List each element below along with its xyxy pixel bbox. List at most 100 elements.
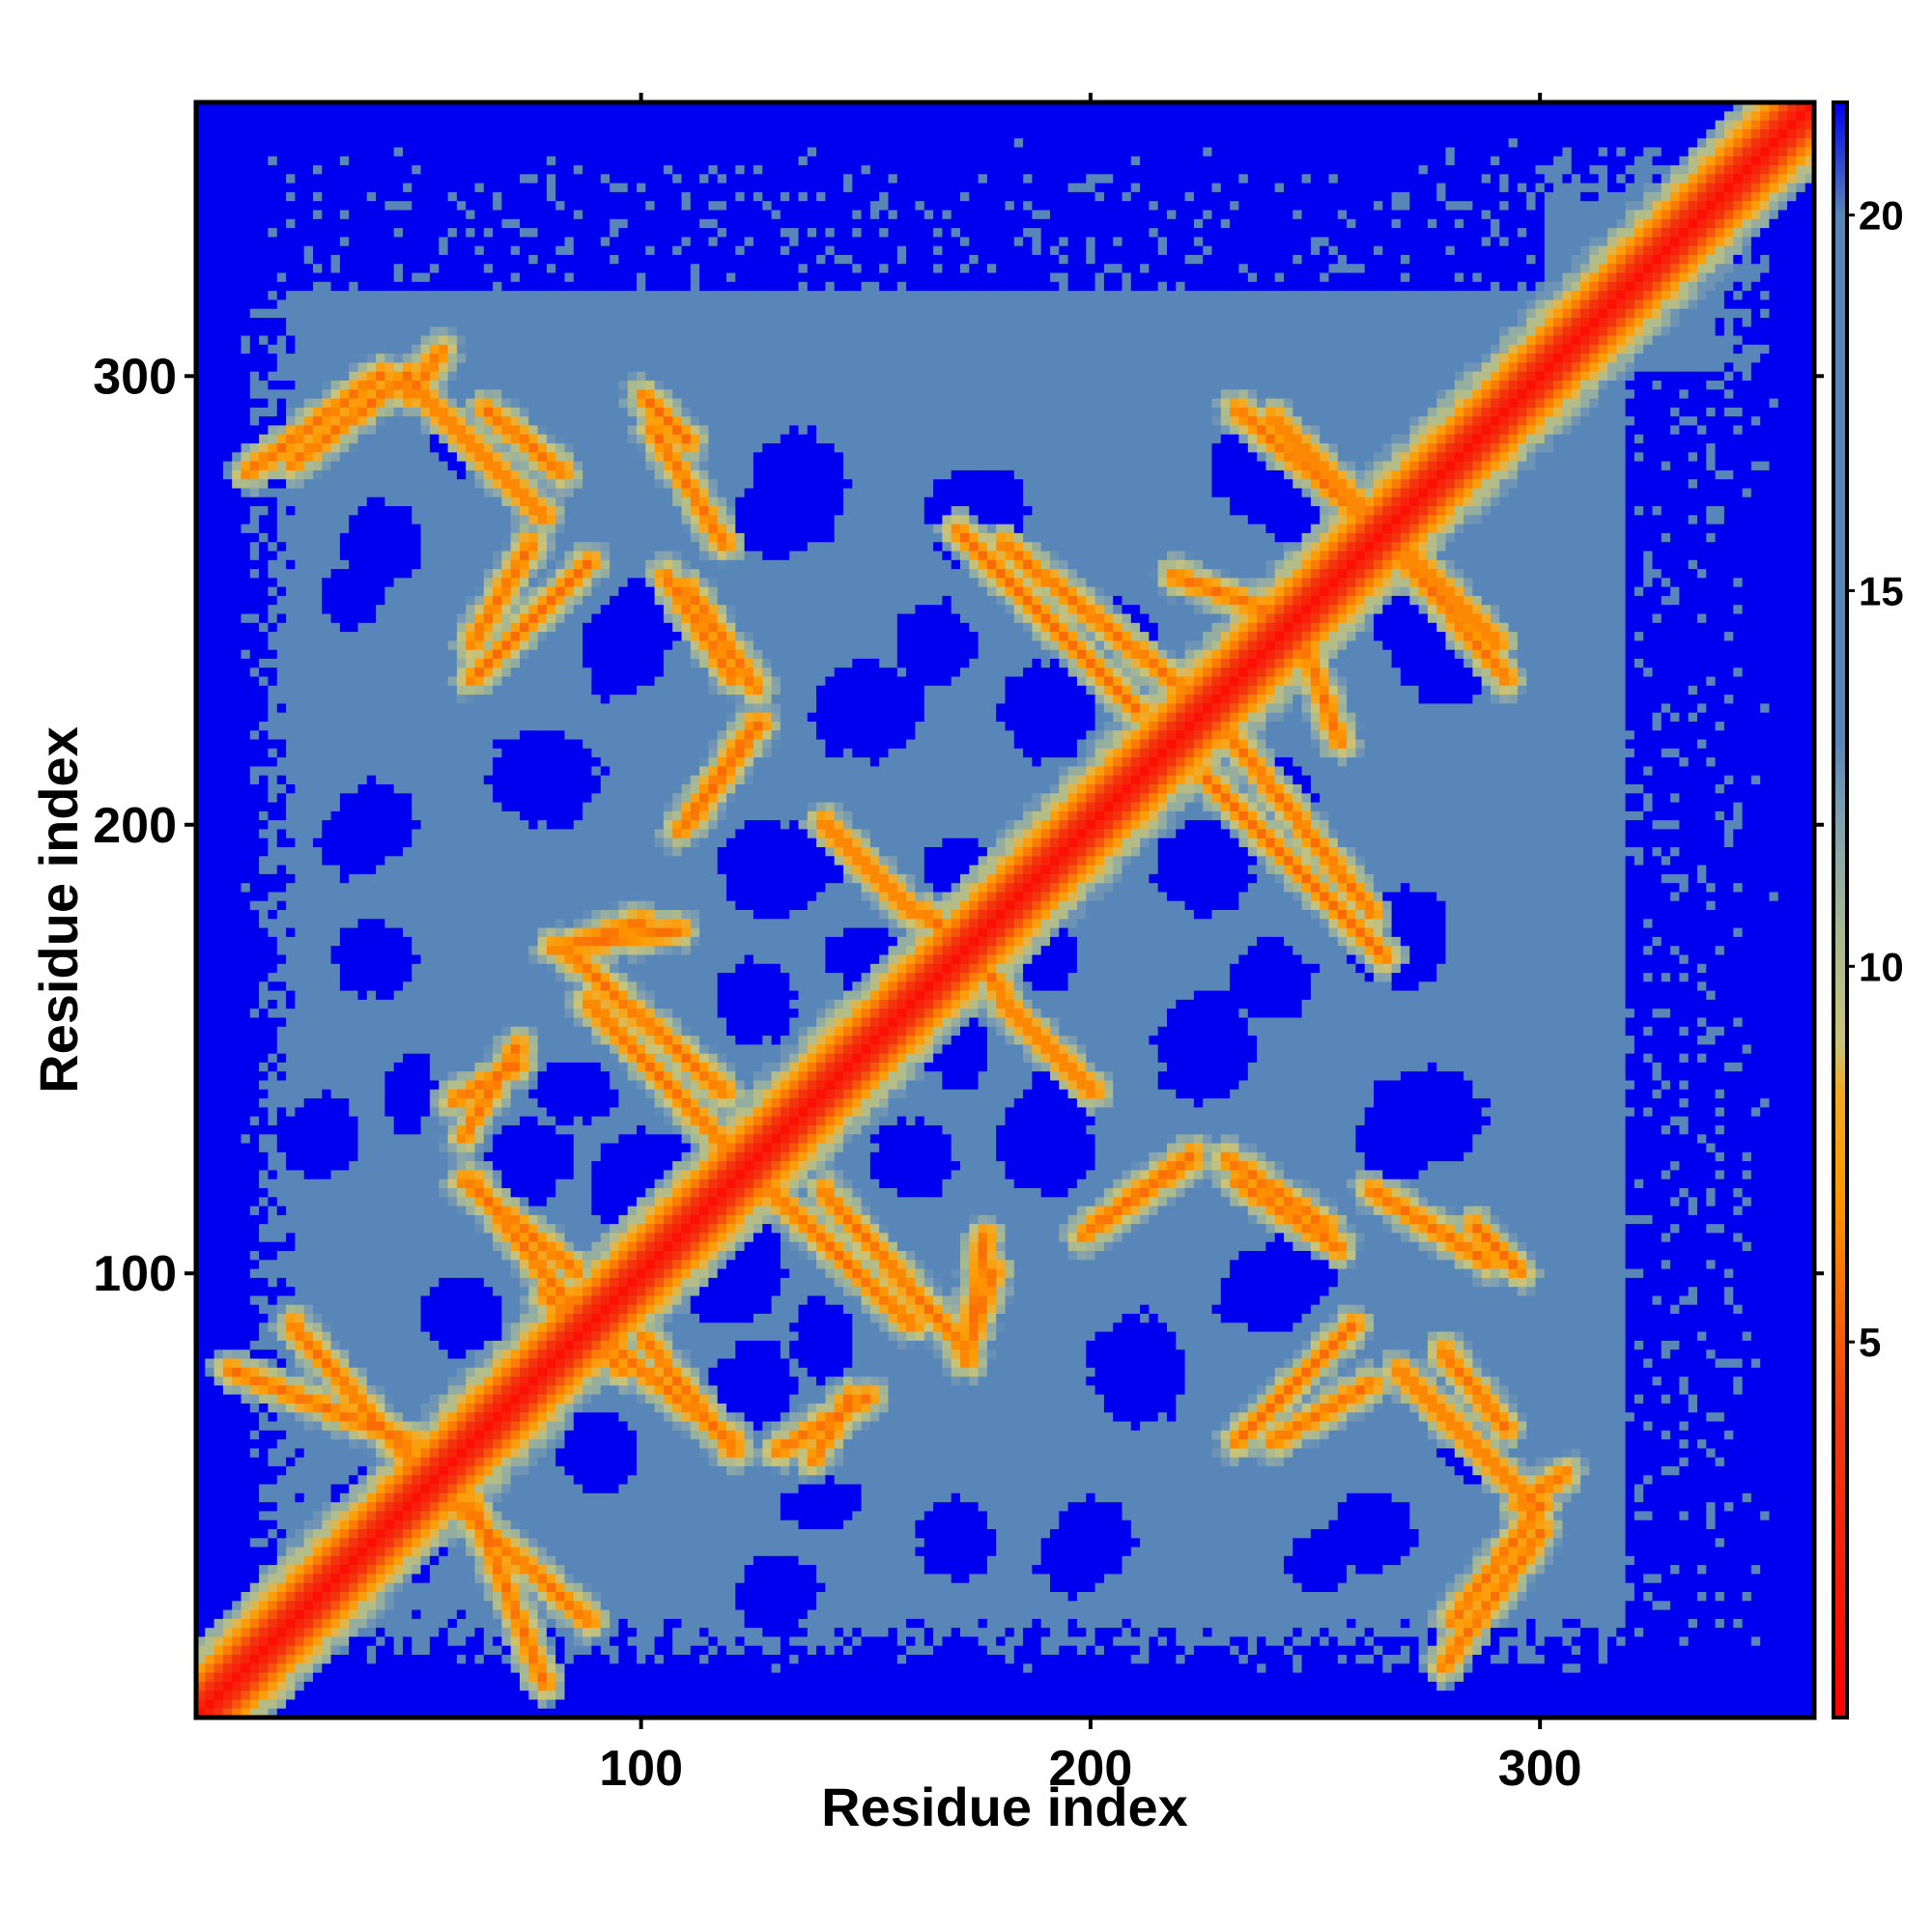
heatmap-cell [313,532,323,542]
heatmap-cell [242,1170,251,1179]
heatmap-cell [232,1098,242,1108]
heatmap-cell [232,1439,242,1449]
heatmap-cell [286,1492,296,1502]
heatmap-cell [322,1645,331,1655]
heatmap-cell [232,990,242,1000]
heatmap-cell [268,272,277,282]
heatmap-cell [242,1484,251,1493]
heatmap-cell [349,568,358,578]
heatmap-cell [214,632,224,641]
heatmap-cell [277,380,287,389]
heatmap-cell [232,138,242,148]
heatmap-cell [340,362,350,372]
heatmap-cell [322,1511,331,1520]
heatmap-cell [313,695,323,704]
heatmap-cell [322,1179,331,1188]
heatmap-cell [295,488,304,497]
heatmap-cell [358,1295,368,1305]
heatmap-cell [223,488,233,497]
heatmap-cell [232,479,242,489]
heatmap-cell [277,479,287,489]
heatmap-cell [322,327,331,336]
heatmap-cell [232,1672,242,1682]
heatmap-cell [259,1089,269,1098]
heatmap-cell [232,820,242,830]
heatmap-cell [295,1107,304,1117]
heatmap-cell [205,999,214,1009]
heatmap-cell [322,1609,331,1619]
heatmap-cell [250,559,260,569]
heatmap-cell [268,981,277,991]
heatmap-cell [277,1277,287,1287]
heatmap-cell [268,147,277,156]
heatmap-cell [214,1260,224,1269]
heatmap-cell [322,856,331,866]
heatmap-cell [340,730,350,740]
heatmap-cell [268,1053,277,1063]
heatmap-cell [349,1241,358,1251]
heatmap-cell [358,1601,368,1610]
heatmap-cell [242,264,251,273]
heatmap-cell [340,335,350,345]
heatmap-cell [277,883,287,893]
heatmap-cell [340,1062,350,1071]
heatmap-cell [286,1214,296,1224]
heatmap-cell [259,873,269,883]
heatmap-cell [331,254,341,264]
heatmap-cell [232,327,242,336]
heatmap-cell [250,1645,260,1655]
heatmap-cell [322,1465,331,1475]
heatmap-cell [223,1448,233,1458]
heatmap-cell [242,1036,251,1045]
heatmap-cell [250,1268,260,1278]
heatmap-cell [313,201,323,211]
heatmap-cell [295,1295,304,1305]
heatmap-cell [358,1528,368,1538]
heatmap-cell [331,1331,341,1341]
heatmap-cell [331,1492,341,1502]
heatmap-cell [250,254,260,264]
heatmap-cell [242,362,251,372]
heatmap-cell [340,479,350,489]
heatmap-cell [286,1412,296,1422]
heatmap-cell [214,291,224,300]
heatmap-cell [304,963,314,973]
heatmap-cell [295,210,304,219]
heatmap-cell [268,245,277,255]
heatmap-cell [214,865,224,874]
heatmap-cell [286,183,296,192]
heatmap-cell [313,739,323,749]
heatmap-cell [286,1241,296,1251]
heatmap-cell [340,1618,350,1628]
heatmap-cell [268,308,277,318]
heatmap-cell [304,1609,314,1619]
heatmap-cell [331,972,341,981]
heatmap-cell [214,703,224,713]
heatmap-cell [268,568,277,578]
heatmap-cell [277,1151,287,1161]
heatmap-cell [331,936,341,946]
heatmap-cell [313,1358,323,1368]
heatmap-cell [268,775,277,784]
heatmap-cell [214,1295,224,1305]
heatmap-cell [205,469,214,479]
heatmap-cell [304,1080,314,1090]
heatmap-cell [268,1591,277,1601]
heatmap-cell [295,1520,304,1529]
heatmap-cell [277,595,287,605]
heatmap-cell [295,972,304,981]
heatmap-cell [313,317,323,327]
heatmap-cell [286,1448,296,1458]
heatmap-cell [214,1304,224,1314]
heatmap-cell [340,865,350,874]
heatmap-cell [304,1260,314,1269]
heatmap-cell [313,605,323,614]
heatmap-cell [340,1116,350,1125]
heatmap-cell [322,838,331,847]
heatmap-cell [259,156,269,165]
heatmap-cell [223,505,233,515]
heatmap-cell [250,1367,260,1377]
heatmap-cell [313,1601,323,1610]
heatmap-cell [358,793,368,803]
heatmap-cell [349,1681,358,1690]
